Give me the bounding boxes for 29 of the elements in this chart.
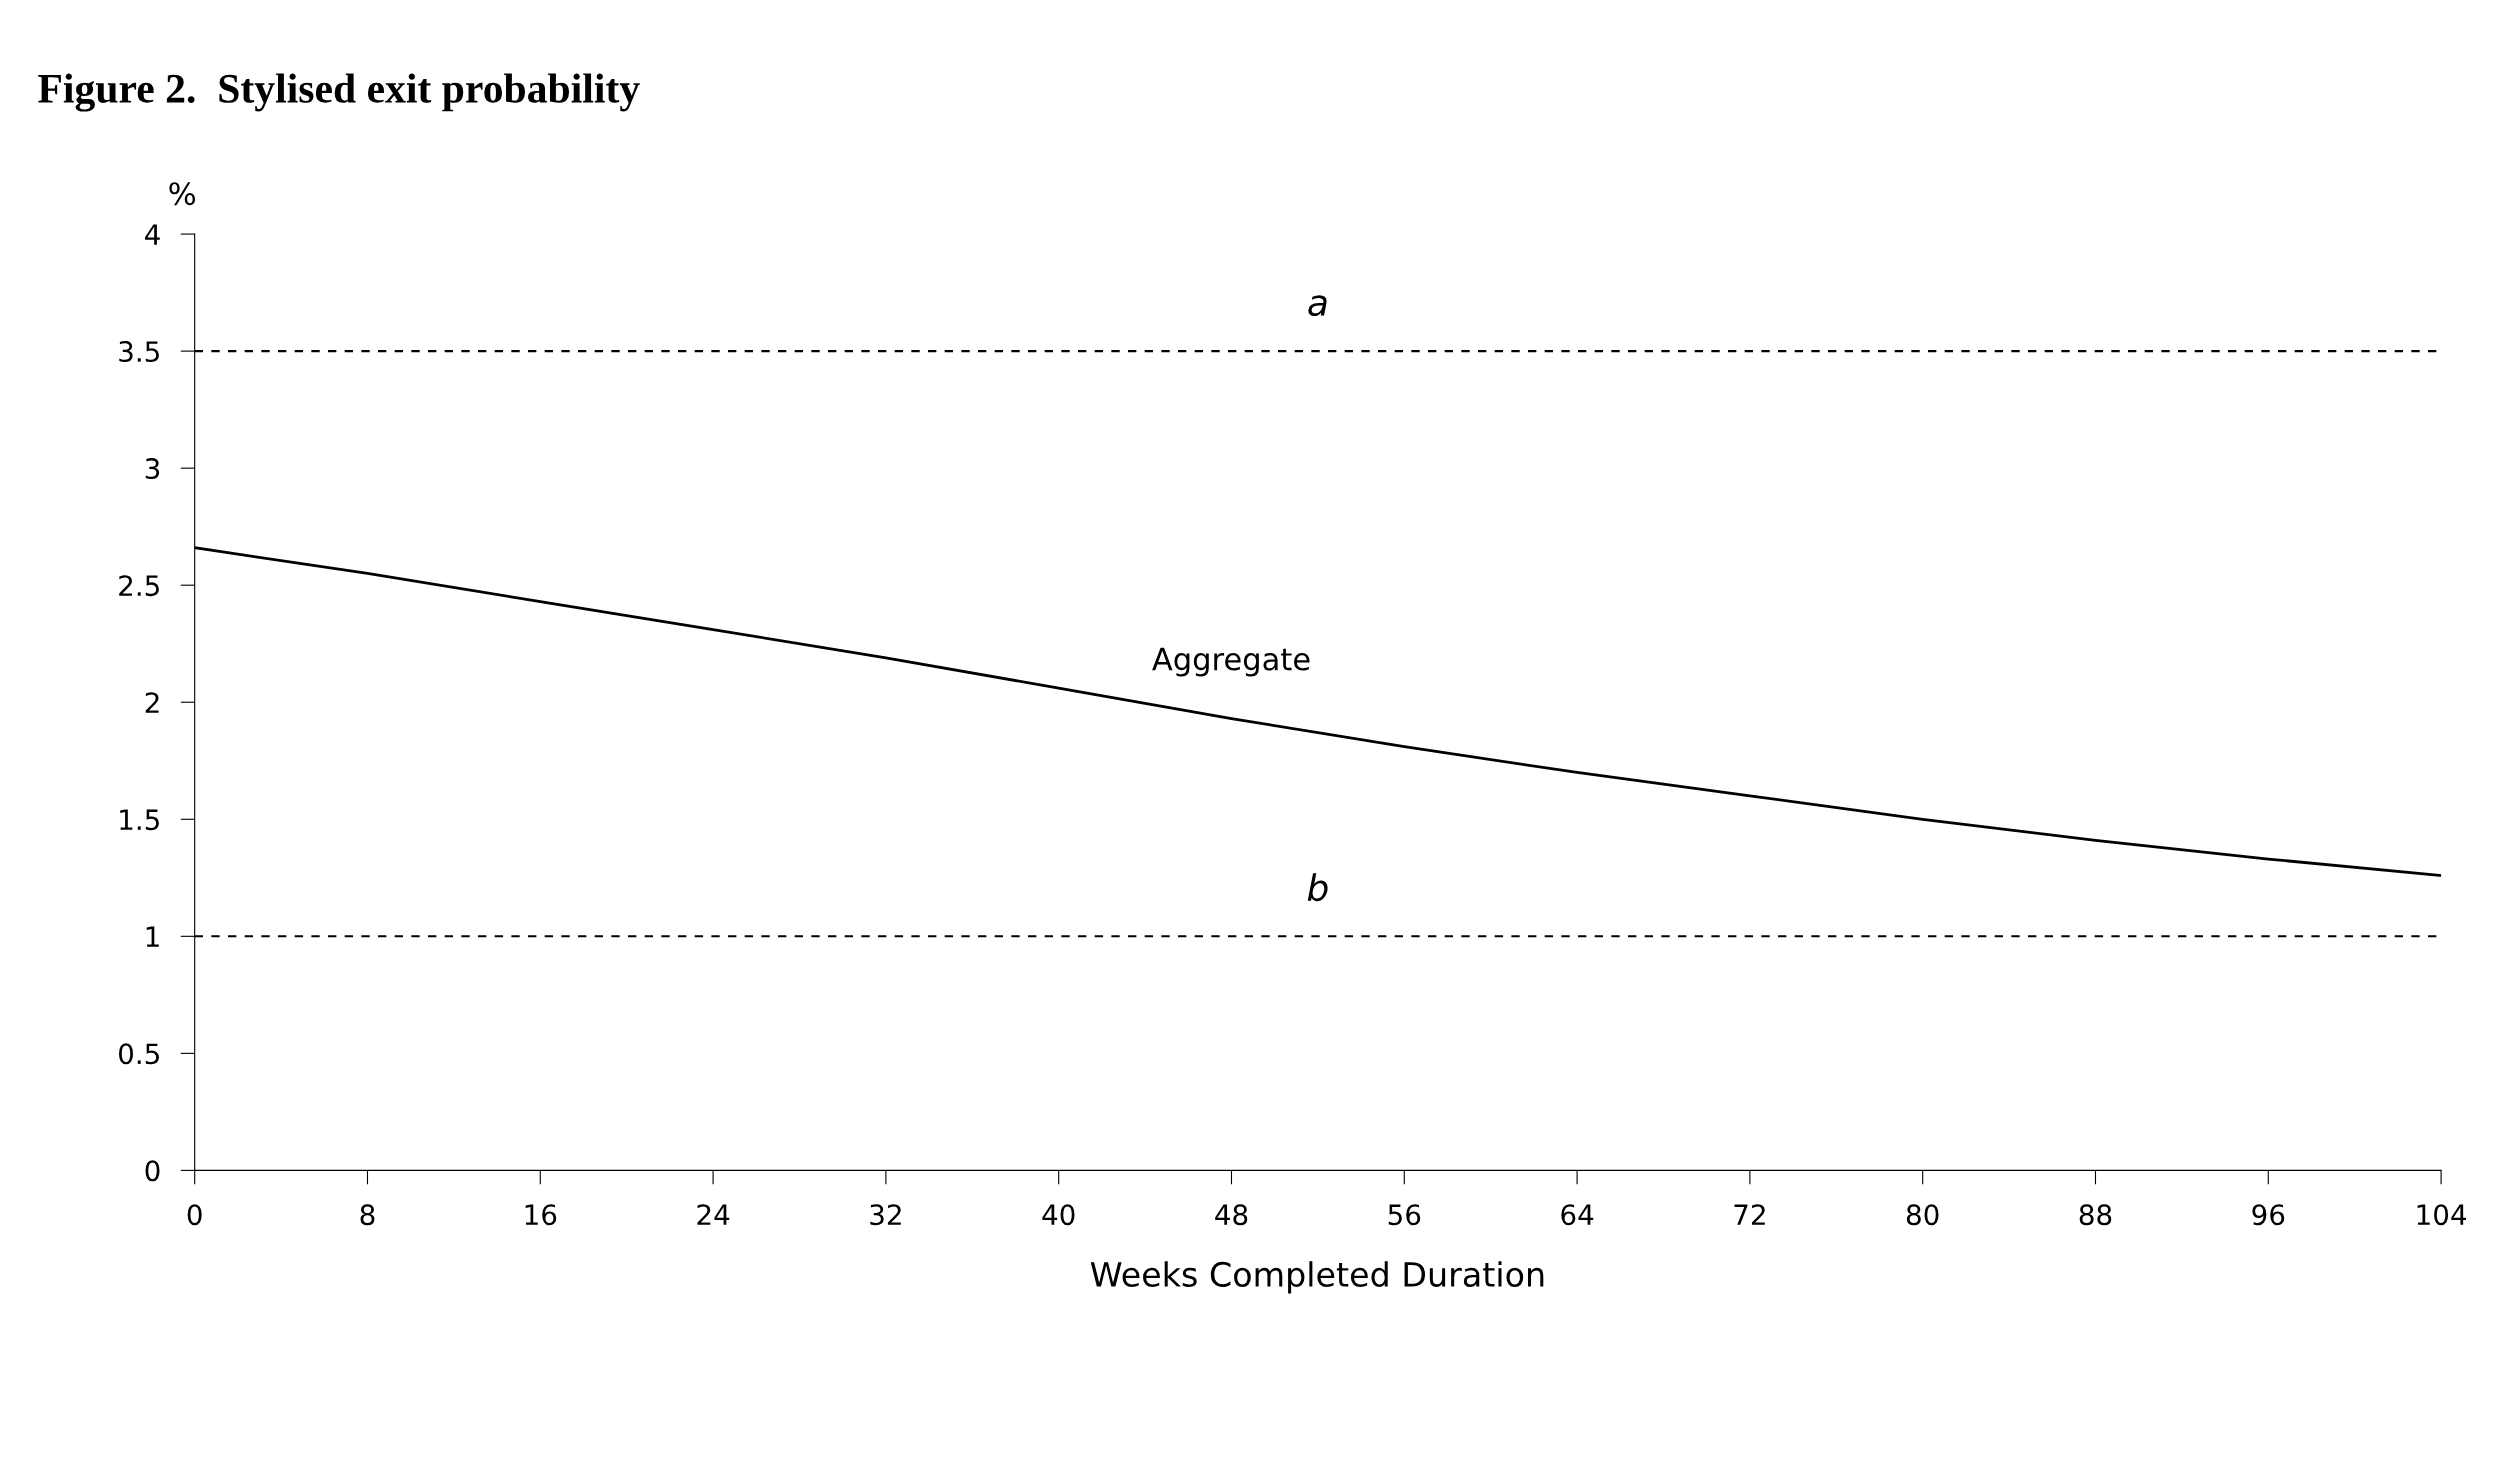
x-tick-label: 64 [1561, 1204, 1594, 1226]
x-tick-label: 16 [525, 1204, 557, 1226]
ref-line-label: b [1307, 873, 1328, 902]
chart-title: Figure 2. Stylised exit probability [38, 73, 640, 112]
x-tick-label: 80 [1906, 1204, 1939, 1226]
x-tick-label: 40 [1042, 1204, 1075, 1226]
x-tick-label: 48 [1215, 1204, 1248, 1226]
x-axis-title: Weeks Completed Duration [1090, 1261, 1544, 1294]
y-tick-label: 4 [145, 224, 160, 245]
y-tick-label: 3 [145, 458, 160, 480]
x-tick-label: 32 [870, 1204, 901, 1226]
y-tick-label: 1 [146, 926, 159, 947]
y-tick-label: 2.5 [119, 575, 159, 597]
x-tick-label: 72 [1734, 1204, 1765, 1225]
x-tick-label: 88 [2079, 1204, 2112, 1226]
x-tick-label: 56 [1388, 1204, 1421, 1226]
y-tick-label: 3.5 [119, 341, 159, 363]
x-tick-label: 96 [2252, 1204, 2285, 1226]
y-tick-label: 2 [145, 692, 159, 713]
y-tick-label: 1.5 [120, 809, 159, 831]
y-axis-title: % [169, 182, 196, 206]
y-tick-label: 0.5 [119, 1043, 159, 1065]
series-label: Aggregate [1152, 647, 1310, 677]
x-tick-label: 8 [360, 1204, 375, 1226]
y-tick-label: 0 [145, 1160, 160, 1182]
x-tick-label: 104 [2417, 1204, 2467, 1226]
ref-line-label: a [1308, 295, 1327, 317]
x-tick-label: 0 [187, 1204, 202, 1226]
x-tick-label: 24 [697, 1204, 730, 1225]
